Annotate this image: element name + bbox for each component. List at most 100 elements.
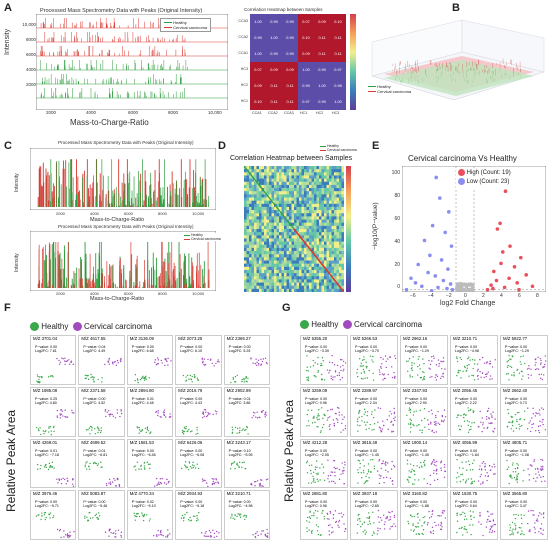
point-carcinoma: [109, 415, 111, 417]
point-healthy: [321, 510, 324, 512]
point-carcinoma: [70, 360, 73, 362]
point-carcinoma: [486, 471, 488, 473]
point-healthy: [413, 464, 415, 466]
point-healthy: [134, 468, 137, 471]
heatmap-cell: [339, 229, 342, 233]
point-carcinoma: [108, 535, 111, 538]
heatmap-cell: [306, 285, 310, 290]
point-healthy: [192, 461, 194, 463]
heatmap-cell: [329, 229, 332, 233]
heatmap-cell: [246, 238, 250, 242]
point-healthy: [321, 406, 323, 409]
heatmap-cell: [271, 282, 275, 286]
heatmap-cell: [244, 285, 247, 290]
heatmap-cell: [259, 232, 262, 236]
heatmap-cell: [319, 288, 322, 292]
point-carcinoma: [60, 537, 62, 539]
heatmap-cell: 1.00: [298, 62, 314, 78]
heatmap-cell: [319, 219, 322, 223]
heatmap-cell: [249, 251, 252, 255]
point-carcinoma: [536, 476, 538, 478]
volcano-point: [524, 273, 528, 277]
heatmap-cell: [254, 269, 257, 274]
point-healthy: [409, 411, 412, 413]
heatmap-cell: [279, 172, 282, 176]
heatmap-cell: [334, 260, 337, 264]
point-carcinoma: [443, 463, 446, 465]
mz-label: M/Z 2371.58: [81, 387, 106, 393]
heatmap-cell: [341, 232, 344, 236]
heatmap-cell: [281, 263, 285, 268]
heatmap-cell: [341, 238, 344, 242]
volcano-point-ns: [467, 283, 471, 286]
point-carcinoma: [344, 461, 346, 463]
point-carcinoma: [440, 360, 442, 363]
heatmap-cell: [274, 251, 277, 255]
point-carcinoma: [487, 371, 489, 373]
panel-e-yticks: 100 80 60 40 20 0: [391, 170, 400, 290]
point-healthy: [372, 355, 374, 358]
point-carcinoma: [544, 428, 547, 431]
heatmap-cell: [324, 210, 327, 214]
heatmap-cell: [301, 178, 305, 183]
point-carcinoma: [329, 511, 331, 513]
point-healthy: [307, 379, 310, 382]
panel-c-top-xlabel: Mass-to-Charge-Ratio: [90, 217, 145, 223]
heatmap-cell: [314, 241, 317, 246]
point-carcinoma: [383, 481, 385, 483]
heatmap-cell: [261, 254, 265, 258]
heatmap-cell: [276, 166, 280, 170]
heatmap-cell: [244, 244, 247, 249]
point-healthy: [309, 511, 311, 514]
heatmap-cell: [254, 241, 257, 246]
heatmap-cell: [269, 266, 272, 271]
heatmap-cell: [296, 257, 300, 261]
heatmap-cell: [266, 282, 270, 286]
point-carcinoma: [428, 428, 430, 430]
point-carcinoma: [155, 410, 158, 412]
point-carcinoma: [159, 532, 162, 534]
point-carcinoma: [438, 365, 440, 367]
heatmap-cell: [309, 178, 312, 183]
heatmap-cell: [291, 263, 295, 268]
point-healthy: [515, 478, 517, 481]
point-healthy: [357, 468, 359, 471]
heatmap-cell: [264, 238, 267, 242]
heatmap-cell: [341, 178, 344, 183]
point-carcinoma: [263, 413, 266, 416]
heatmap-cell: [339, 260, 342, 264]
point-healthy: [515, 514, 517, 516]
point-carcinoma: [426, 524, 429, 526]
heatmap-cell: [249, 213, 252, 217]
heatmap-cell: [319, 191, 322, 195]
heatmap-cell: [334, 184, 337, 189]
heatmap-cell: [269, 285, 272, 290]
heatmap-cell: [261, 241, 265, 246]
point-carcinoma: [385, 366, 387, 369]
point-carcinoma: [492, 430, 494, 432]
point-healthy: [422, 529, 425, 531]
diagonal-carcinoma: [293, 228, 344, 292]
heatmap-cell: [294, 197, 297, 201]
heatmap-cell: [259, 285, 262, 290]
point-healthy: [194, 375, 196, 377]
log2fc: Log2FC: 4.48: [131, 400, 154, 405]
heatmap-cell: [311, 166, 315, 170]
volcano-point: [499, 261, 503, 266]
heatmap-cell: [306, 222, 310, 227]
volcano-point-ns: [471, 283, 474, 286]
heatmap-cell: 0.09: [250, 78, 266, 94]
heatmap-cell: [256, 260, 260, 264]
point-healthy: [516, 473, 518, 476]
point-carcinoma: [61, 410, 64, 412]
point-healthy: [462, 511, 464, 514]
heatmap-cell: [314, 238, 317, 242]
point-carcinoma: [491, 530, 494, 532]
point-carcinoma: [489, 360, 491, 363]
point-healthy: [512, 533, 514, 536]
heatmap-cell: [266, 166, 270, 170]
heatmap-cell: [284, 266, 287, 271]
point-healthy: [459, 514, 461, 516]
heatmap-cell: [331, 279, 335, 283]
heatmap-cell: [291, 219, 295, 223]
